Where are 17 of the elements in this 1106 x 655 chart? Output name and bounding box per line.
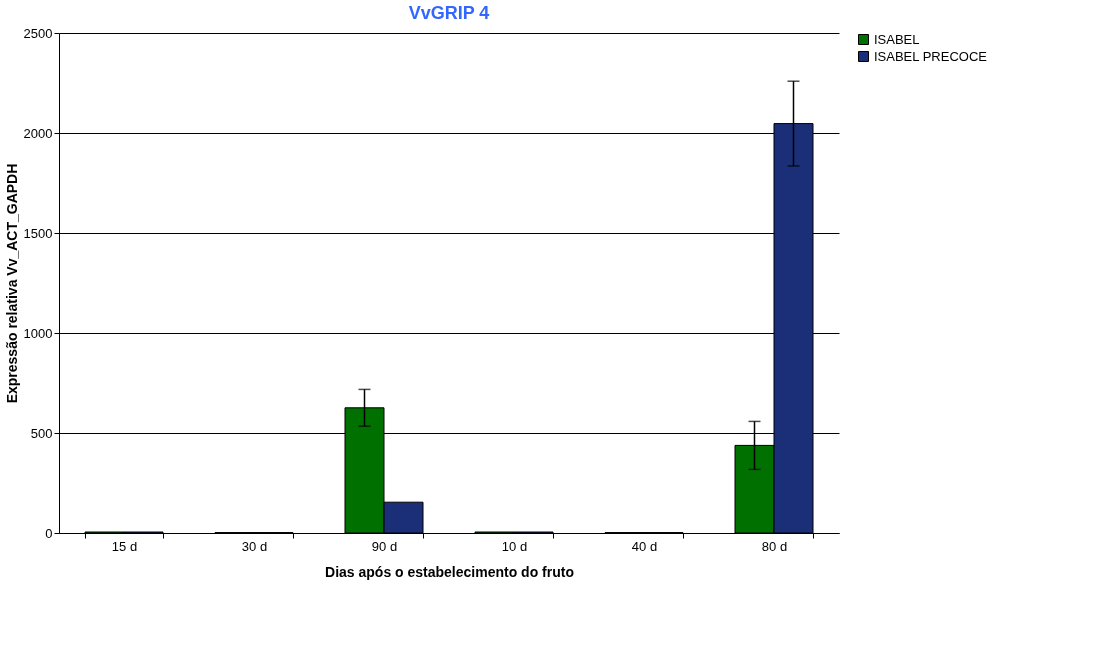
legend-label: ISABEL PRECOCE <box>874 48 988 64</box>
x-tick-label: 30 d <box>241 538 268 554</box>
y-tick-label: 2000 <box>23 125 53 141</box>
x-tick-label: 40 d <box>631 538 658 554</box>
x-axis-title: Dias após o estabelecimento do fruto <box>325 563 574 580</box>
x-tick-label: 90 d <box>371 538 398 554</box>
y-axis-title: Expressão relativa Vv_ACT_GAPDH <box>3 163 20 404</box>
x-tick-label: 15 d <box>111 538 138 554</box>
legend-label: ISABEL <box>874 31 920 47</box>
y-tick-label: 500 <box>30 425 53 441</box>
x-tick-label: 80 d <box>761 538 788 554</box>
y-tick-label: 2500 <box>23 25 53 41</box>
y-tick-label: 1000 <box>23 325 53 341</box>
y-tick-label: 1500 <box>23 225 53 241</box>
x-tick-label: 10 d <box>501 538 528 554</box>
chart-title: VvGRIP 4 <box>408 3 490 23</box>
y-tick-label: 0 <box>45 525 53 541</box>
